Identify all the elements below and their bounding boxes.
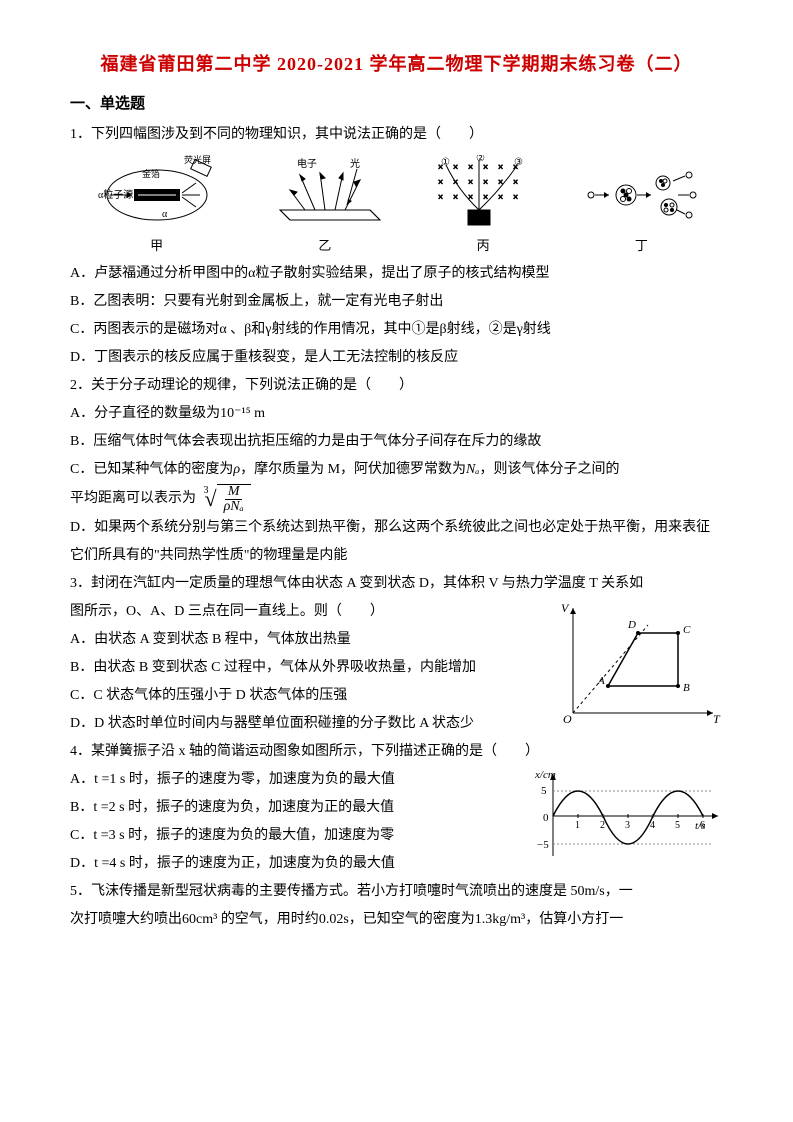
svg-text:×: ×	[453, 192, 458, 202]
q1-fig-a: α粒子源 荧光屏 金箔 α 甲	[92, 155, 222, 254]
q2-optB: B．压缩气体时气体会表现出抗拒压缩的力是由于气体分子间存在斥力的缘故	[70, 428, 723, 456]
q2-optC-line2: 平均距离可以表示为 3√ M ρNₐ	[70, 484, 723, 514]
fig-label: 乙	[318, 235, 331, 254]
text: C．已知某种气体的密度为	[70, 462, 233, 477]
svg-text:×: ×	[468, 162, 473, 172]
alpha-scattering-icon: α粒子源 荧光屏 金箔 α	[92, 155, 222, 235]
svg-text:②: ②	[476, 155, 485, 164]
text: ，已知空气的密度为	[349, 912, 475, 927]
svg-text:5: 5	[675, 820, 680, 831]
svg-text:B: B	[683, 682, 690, 694]
text: ，摩尔质量为 M，阿伏加德罗常数为	[240, 462, 466, 477]
svg-text:①: ①	[441, 157, 450, 168]
q1-optC: C．丙图表示的是磁场对α 、β和γ射线的作用情况，其中①是β射线，②是γ射线	[70, 316, 723, 344]
svg-text:x/cm: x/cm	[534, 769, 556, 781]
q1-fig-b: 电子 光 乙	[265, 155, 385, 254]
svg-text:×: ×	[483, 192, 488, 202]
svg-text:光: 光	[350, 157, 360, 170]
svg-text:α: α	[162, 209, 168, 220]
fig-label: 甲	[150, 235, 163, 254]
magnetic-rays-icon: ×××××× ×××××× ×××××× ① ② ③	[428, 155, 538, 235]
svg-text:1: 1	[575, 820, 580, 831]
q1-fig-d: 丁	[581, 155, 701, 254]
q2-stem: 2．关于分子动理论的规律，下列说法正确的是（ ）	[70, 372, 723, 400]
svg-text:荧光屏: 荧光屏	[184, 155, 211, 165]
svg-text:金箔: 金箔	[142, 168, 160, 179]
svg-text:×: ×	[438, 192, 443, 202]
svg-text:D: D	[627, 619, 636, 631]
q3-stem-1: 3．封闭在汽缸内一定质量的理想气体由状态 A 变到状态 D，其体积 V 与热力学…	[70, 570, 723, 598]
vt-graph-icon: O T V A B C D	[553, 598, 723, 728]
q1-stem: 1．下列四幅图涉及到不同的物理知识，其中说法正确的是（ ）	[70, 121, 723, 149]
svg-text:×: ×	[498, 162, 503, 172]
svg-text:−5: −5	[537, 839, 549, 851]
svg-text:T: T	[713, 712, 721, 726]
svg-text:电子: 电子	[297, 157, 317, 170]
svg-text:×: ×	[513, 192, 518, 202]
text: 平均距离可以表示为	[70, 491, 196, 506]
q5-stem-2: 次打喷嚏大约喷出60cm³ 的空气，用时约0.02s，已知空气的密度为1.3kg…	[70, 906, 723, 934]
svg-text:×: ×	[453, 162, 458, 172]
svg-text:③: ③	[514, 157, 523, 168]
section-heading: 一、单选题	[70, 92, 723, 113]
text: 10⁻¹⁵ m	[220, 406, 265, 421]
exam-title: 福建省莆田第二中学 2020-2021 学年高二物理下学期期末练习卷（二）	[70, 50, 723, 76]
fig-label: 丙	[477, 235, 490, 254]
text: A．分子直径的数量级为	[70, 406, 220, 421]
q2-optD: D．如果两个系统分别与第三个系统达到热平衡，那么这两个系统彼此之间也必定处于热平…	[70, 514, 723, 570]
q2-optA: A．分子直径的数量级为10⁻¹⁵ m	[70, 400, 723, 428]
svg-text:3: 3	[625, 820, 630, 831]
q4-stem: 4．某弹簧振子沿 x 轴的简谐运动图象如图所示，下列描述正确的是（ ）	[70, 738, 723, 766]
q1-figures: α粒子源 荧光屏 金箔 α 甲	[70, 155, 723, 254]
value: 1.3kg/m³	[475, 912, 525, 927]
sine-graph-icon: x/cm t/s 5 0 −5 123456	[533, 766, 723, 866]
svg-text:5: 5	[541, 785, 547, 797]
numerator: M	[225, 485, 243, 500]
svg-text:×: ×	[513, 177, 518, 187]
svg-text:V: V	[561, 601, 570, 615]
svg-text:×: ×	[438, 177, 443, 187]
denominator: ρNₐ	[221, 500, 247, 514]
svg-text:A: A	[597, 675, 605, 687]
q1-optB: B．乙图表明：只要有光射到金属板上，就一定有光电子射出	[70, 288, 723, 316]
fission-icon	[581, 155, 701, 235]
q1-fig-c: ×××××× ×××××× ×××××× ① ② ③ 丙	[428, 155, 538, 254]
fig-label: 丁	[635, 235, 648, 254]
value: 0.02s	[319, 912, 349, 927]
svg-text:×: ×	[483, 177, 488, 187]
text: 次打喷嚏大约喷出	[70, 912, 182, 927]
na: Nₐ	[466, 462, 479, 477]
svg-text:2: 2	[600, 820, 605, 831]
q1-optA: A．卢瑟福通过分析甲图中的α粒子散射实验结果，提出了原子的核式结构模型	[70, 260, 723, 288]
svg-text:6: 6	[700, 820, 705, 831]
q5-stem-1: 5．飞沫传播是新型冠状病毒的主要传播方式。若小方打喷嚏时气流喷出的速度是 50m…	[70, 878, 723, 906]
cube-root-formula: 3√ M ρNₐ	[200, 484, 251, 514]
text: ，估算小方打一	[525, 912, 623, 927]
svg-text:×: ×	[498, 192, 503, 202]
q1-optD: D．丁图表示的核反应属于重核裂变，是人工无法控制的核反应	[70, 344, 723, 372]
svg-text:C: C	[683, 624, 691, 636]
text: 的空气，用时约	[217, 912, 319, 927]
photoelectric-icon: 电子 光	[265, 155, 385, 235]
svg-text:×: ×	[468, 177, 473, 187]
text: ，则该气体分子之间的	[479, 462, 619, 477]
svg-text:×: ×	[468, 192, 473, 202]
svg-text:0: 0	[543, 812, 549, 824]
svg-text:O: O	[563, 712, 572, 726]
value: 60cm³	[182, 912, 217, 927]
q2-optC: C．已知某种气体的密度为ρ，摩尔质量为 M，阿伏加德罗常数为Nₐ，则该气体分子之…	[70, 456, 723, 484]
